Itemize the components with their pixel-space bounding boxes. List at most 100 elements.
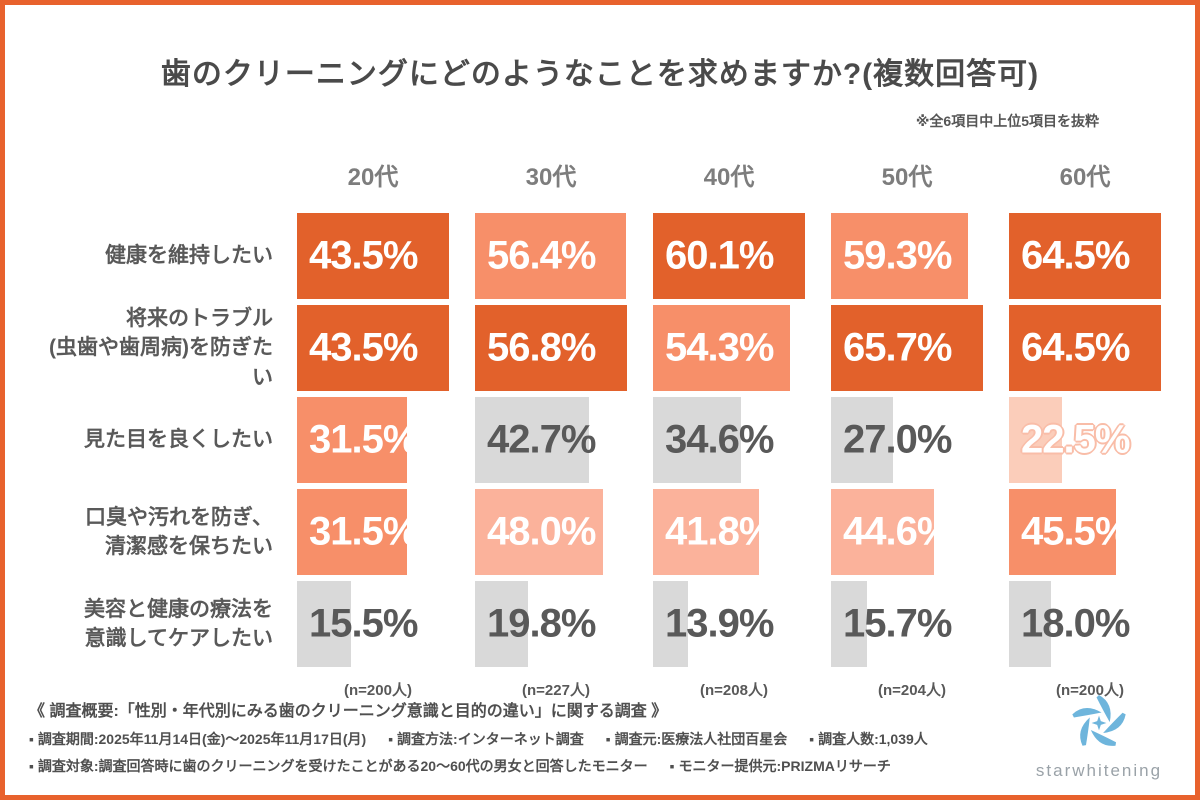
value-cell: 65.7% <box>823 305 1001 391</box>
value-cell: 31.5% <box>289 397 467 483</box>
petal-shape <box>1090 729 1117 746</box>
bar-track: 31.5% <box>297 489 449 575</box>
row-label-line: 健康を維持したい <box>105 244 273 268</box>
value-bar <box>297 397 408 483</box>
value-label: 48.0% <box>487 509 596 554</box>
value-label: 56.8% <box>487 325 596 370</box>
survey-detail-item: ▪ モニター提供元:PRIZMAリサーチ <box>669 758 891 774</box>
value-bar <box>831 581 868 667</box>
value-cell: 34.6% <box>645 397 823 483</box>
column-header-row: 20代 30代 40代 50代 60代 <box>29 157 1171 197</box>
survey-footer: 《 調査概要:「性別・年代別にみる歯のクリーニング意識と目的の違い」に関する調査… <box>29 697 1015 783</box>
excerpt-note: ※全6項目中上位5項目を抜粋 <box>915 113 1099 129</box>
value-bar <box>1009 213 1161 299</box>
survey-detail-item: ▪ 調査方法:インターネット調査 <box>388 731 584 747</box>
value-cell: 44.6% <box>823 489 1001 575</box>
bar-track: 41.8% <box>653 489 805 575</box>
page-title: 歯のクリーニングにどのようなことを求めますか?(複数回答可) <box>160 58 1040 91</box>
value-bar <box>831 305 983 391</box>
bar-track: 43.5% <box>297 213 449 299</box>
bar-track: 56.4% <box>475 213 627 299</box>
value-cell: 54.3% <box>645 305 823 391</box>
petal-shape <box>1103 712 1126 733</box>
bar-track: 59.3% <box>831 213 983 299</box>
row-label: 口臭や汚れを防ぎ、 清潔感を保ちたい <box>29 489 289 575</box>
value-label: 65.7% <box>843 325 952 370</box>
column-header-cell: 30代 <box>467 157 645 197</box>
value-bar <box>475 305 627 391</box>
bar-track: 45.5% <box>1009 489 1161 575</box>
survey-detail-item: ▪ 調査期間:2025年11月14日(金)〜2025年11月17日(月) <box>29 731 367 747</box>
row-label: 健康を維持したい <box>29 213 289 299</box>
value-cell: 18.0% <box>1001 581 1179 667</box>
value-bar <box>297 489 408 575</box>
sample-size-row: (n=200人) (n=227人) (n=208人) (n=204人) (n=200人) <box>29 679 1171 700</box>
value-bar <box>653 489 759 575</box>
infographic-card: 歯のクリーニングにどのようなことを求めますか?(複数回答可) ※全6項目中上位5… <box>5 5 1195 795</box>
chart-rows: 健康を維持したい 43.5% 56.4% 60.1% 59.3% 64.5% 将来のトラブル… <box>29 213 1171 667</box>
row-label-line: 将来のトラブル <box>126 306 273 330</box>
bar-track: 27.0% <box>831 397 983 483</box>
value-cell: 15.7% <box>823 581 1001 667</box>
bar-track: 60.1% <box>653 213 805 299</box>
petal-shape <box>1080 717 1090 746</box>
bar-track: 15.5% <box>297 581 449 667</box>
value-cell: 45.5% <box>1001 489 1179 575</box>
survey-chart: 20代 30代 40代 50代 60代 健康を維持したい 43.5% 56.4% 60.1% 5… <box>29 157 1171 700</box>
value-cell: 42.7% <box>467 397 645 483</box>
value-cell: 64.5% <box>1001 213 1179 299</box>
value-bar <box>1009 489 1117 575</box>
value-bar <box>475 213 626 299</box>
value-cell: 22.5% <box>1001 397 1179 483</box>
value-cell: 41.8% <box>645 489 823 575</box>
column-header-cell: 40代 <box>645 157 823 197</box>
value-cell: 64.5% <box>1001 305 1179 391</box>
petal-shape <box>1096 694 1111 723</box>
value-bar <box>1009 305 1161 391</box>
value-label: 56.4% <box>487 233 596 278</box>
petal-shape <box>1072 708 1102 718</box>
bar-track: 56.8% <box>475 305 627 391</box>
sparkle-icon <box>1091 715 1107 731</box>
value-cell: 56.4% <box>467 213 645 299</box>
value-cell: 13.9% <box>645 581 823 667</box>
value-bar <box>831 213 969 299</box>
bar-track: 64.5% <box>1009 213 1161 299</box>
value-cell: 60.1% <box>645 213 823 299</box>
bar-track: 22.5% <box>1009 397 1161 483</box>
value-bar <box>831 397 894 483</box>
header-spacer <box>29 157 289 197</box>
column-header-40代: 40代 <box>703 164 755 191</box>
column-header-cell: 20代 <box>289 157 467 197</box>
value-label: 64.5% <box>1021 325 1130 370</box>
row-label-line: (虫歯や歯周病)を防ぎたい <box>49 336 273 389</box>
value-bar <box>1009 397 1063 483</box>
value-label: 43.5% <box>309 325 418 370</box>
sample-size-label: (n=208人) <box>700 682 768 699</box>
value-label: 43.5% <box>309 233 418 278</box>
row-label-line: 清潔感を保ちたい <box>105 535 273 558</box>
value-bar <box>475 397 590 483</box>
brand-logo-text: starwhitening <box>1035 761 1163 780</box>
column-header-20代: 20代 <box>347 164 399 191</box>
sample-size-label: (n=227人) <box>522 682 590 699</box>
column-header-cell: 50代 <box>823 157 1001 197</box>
value-cell: 59.3% <box>823 213 1001 299</box>
bar-track: 65.7% <box>831 305 983 391</box>
value-bar <box>653 581 689 667</box>
value-label: 31.5% <box>309 417 418 462</box>
column-header-60代: 60代 <box>1059 164 1111 191</box>
sample-size-label: (n=204人) <box>878 682 946 699</box>
column-header-cell: 60代 <box>1001 157 1179 197</box>
bar-track: 44.6% <box>831 489 983 575</box>
survey-detail-item: ▪ 調査対象:調査回答時に歯のクリーニングを受けたことがある20〜60代の男女と… <box>29 758 648 774</box>
survey-detail-item: ▪ 調査元:医療法人社団百星会 <box>605 731 788 747</box>
value-label: 42.7% <box>487 417 596 462</box>
row-label-line: 意識してケアしたい <box>84 627 273 650</box>
value-label: 15.7% <box>843 601 952 646</box>
value-label: 18.0% <box>1021 601 1130 646</box>
bar-track: 15.7% <box>831 581 983 667</box>
value-cell: 31.5% <box>289 489 467 575</box>
bar-track: 34.6% <box>653 397 805 483</box>
row-label-line: 見た目を良くしたい <box>84 428 273 452</box>
